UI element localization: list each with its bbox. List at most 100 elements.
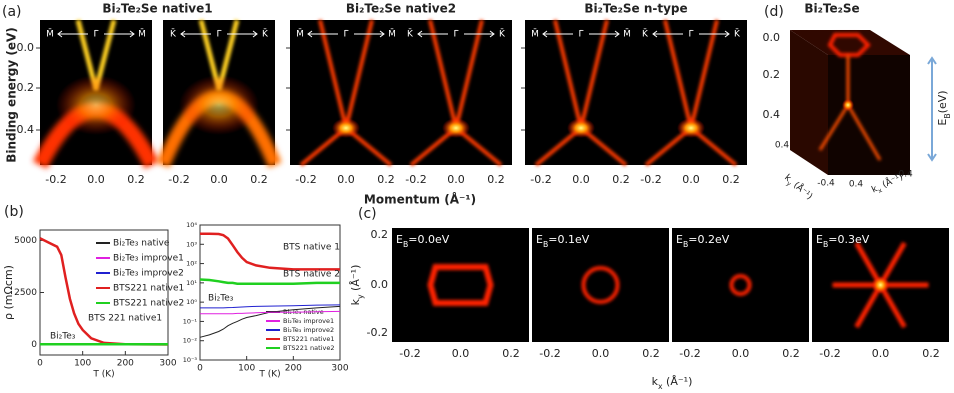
y-axis-label-part: y	[356, 294, 365, 299]
annotation: BTS 221 native1	[88, 314, 162, 324]
direction-label: M̄	[296, 28, 304, 40]
legend-label: Bi₂Te₃ native	[113, 239, 170, 249]
y-tick-label: 10⁻¹	[183, 317, 198, 325]
direction-label: Γ̄	[343, 30, 348, 40]
x-tick-label: 0.2	[722, 173, 740, 186]
annotation: Bi₂Te₃	[208, 294, 234, 304]
energy-label-part: =0.1eV	[548, 233, 589, 246]
y-tick-label: 10³	[186, 240, 197, 248]
energy-label: EB=0.1eV	[536, 233, 590, 249]
ky-tick-label: -0.4	[817, 179, 835, 189]
energy-label-part: E	[676, 233, 683, 246]
cube-top	[790, 30, 910, 55]
energy-label-part: E	[536, 233, 543, 246]
x-tick-label: -0.2	[539, 347, 560, 360]
direction-label: Γ̄	[688, 30, 693, 40]
x-tick-label: 100	[238, 364, 255, 374]
x-tick-label: 0.2	[612, 173, 630, 186]
x-tick-label: 0.0	[872, 347, 890, 360]
series-line	[199, 305, 341, 338]
x-tick-label: 0.0	[592, 347, 610, 360]
y-tick-label: 10¹	[186, 279, 197, 287]
x-tick-label: 200	[117, 359, 134, 369]
direction-label: Γ̄	[453, 30, 458, 40]
ky-axis-label: ky (Å⁻¹)	[781, 171, 816, 203]
arpes-image	[400, 20, 512, 165]
x-tick-label: 0	[197, 364, 203, 374]
spot	[677, 118, 705, 138]
e-axis-label: EB(eV)	[936, 90, 952, 125]
x-tick-label: 0.0	[87, 173, 105, 186]
x-tick-label: -0.2	[530, 173, 551, 186]
direction-label: M̄	[531, 28, 539, 40]
energy-label-part: =0.2eV	[688, 233, 729, 246]
glow	[179, 75, 259, 135]
annotation: BTS native 2	[283, 270, 340, 280]
spot	[442, 118, 470, 138]
direction-label: Γ̄	[93, 30, 98, 40]
fermi-map	[532, 228, 669, 342]
y-tick-label: 10⁰	[186, 298, 197, 306]
direction-label: M̄	[388, 28, 396, 40]
x-tick-label: 200	[285, 364, 302, 374]
energy-label-part: =0.0eV	[408, 233, 449, 246]
legend-label: Bi₂Te₃ improve1	[113, 254, 184, 264]
y-tick-label: 0.2	[371, 228, 389, 241]
x-tick-label: 0.2	[377, 173, 395, 186]
spot	[871, 276, 890, 294]
legend-label: Bi₂Te₃ improve1	[283, 317, 334, 325]
x-tick-label: 0.0	[572, 173, 590, 186]
direction-arrows	[57, 30, 135, 38]
x-tick-label: -0.2	[295, 173, 316, 186]
y-tick-label: 0.0	[371, 278, 389, 291]
spot	[567, 118, 595, 138]
x-tick-label: -0.2	[640, 173, 661, 186]
y-axis-label: Binding energy (eV)	[5, 27, 19, 163]
legend-label: BTS221 native1	[283, 335, 334, 343]
x-tick-label: -0.2	[819, 347, 840, 360]
legend-label: BTS221 native1	[113, 284, 184, 294]
y-axis-label-part: k	[349, 298, 362, 305]
x-axis-label: kx (Å⁻¹)	[652, 375, 693, 391]
x-tick-label: 0.0	[732, 347, 750, 360]
x-tick-label: 0.2	[782, 347, 800, 360]
direction-label: Γ̄	[578, 30, 583, 40]
y-tick-label: 10⁻²	[183, 337, 198, 345]
panel-title: Bi₂Te₂Se	[804, 2, 859, 16]
energy-label-part: B	[823, 240, 828, 249]
direction-label: K̄	[642, 28, 649, 40]
y-axis-label: ky (Å⁻¹)	[349, 265, 365, 306]
contour	[427, 264, 494, 306]
x-tick-label: 0.2	[922, 347, 940, 360]
y-tick-label: 10⁴	[186, 221, 197, 229]
direction-arrows	[542, 30, 620, 38]
panel-title: Bi₂Te₂Se native1	[102, 2, 212, 16]
panel-label: (c)	[358, 206, 377, 222]
e-tick-label: 0.0	[763, 31, 781, 44]
contour	[729, 274, 752, 296]
plot-frame	[199, 224, 341, 361]
kx-axis-label-part: k	[870, 183, 880, 195]
direction-label: Γ̄	[216, 30, 221, 40]
y-tick-label: 10²	[186, 260, 197, 268]
ky-axis-label-part: (Å⁻¹)	[789, 177, 815, 202]
y-tick-label: 10⁻³	[183, 356, 198, 364]
energy-label: EB=0.3eV	[816, 233, 870, 249]
direction-arrows	[307, 30, 385, 38]
direction-label: M̄	[46, 28, 54, 40]
x-axis-label: Momentum (Å⁻¹)	[364, 192, 476, 207]
x-axis-label-part: x	[658, 382, 663, 391]
x-tick-label: 0.0	[337, 173, 355, 186]
y-axis-label: ρ (mΩcm)	[2, 265, 15, 320]
energy-label: EB=0.0eV	[396, 233, 450, 249]
x-tick-label: 0.2	[487, 173, 505, 186]
y-tick-label: 0	[31, 340, 37, 350]
annotation: BTS native 1	[283, 243, 340, 253]
y-tick-label: 0.4	[17, 123, 35, 136]
x-tick-label: -0.2	[45, 173, 66, 186]
energy-label-part: =0.3eV	[828, 233, 869, 246]
energy-arrow	[927, 56, 937, 162]
spot	[332, 118, 360, 138]
direction-label: M̄	[138, 28, 146, 40]
